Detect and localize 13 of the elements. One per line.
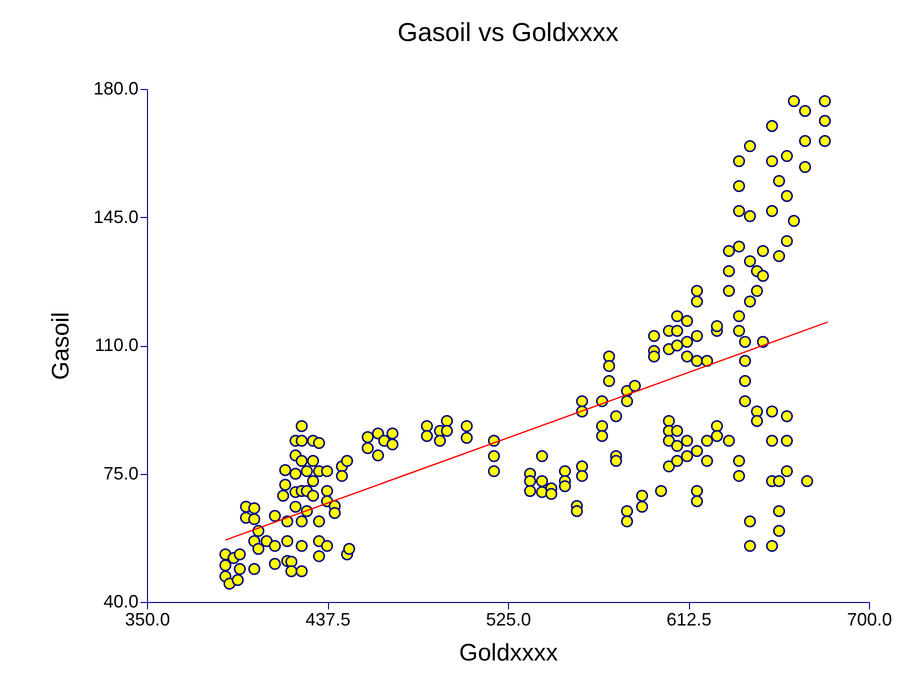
y-tick-label: 180.0 (93, 78, 138, 98)
y-tick-label: 110.0 (94, 335, 138, 355)
y-tick-label: 145.0 (93, 206, 138, 227)
x-tick-label: 612.5 (666, 610, 712, 630)
x-tick-label: 700.0 (846, 610, 892, 630)
x-axis-title: Goldxxxx (459, 640, 558, 666)
x-tick-label: 437.5 (305, 610, 351, 630)
x-tick-label: 350.0 (124, 610, 170, 630)
x-tick-label: 525.0 (486, 610, 532, 630)
chart-title: Gasoil vs Goldxxxx (397, 17, 619, 47)
y-tick-label: 75.0 (103, 463, 138, 484)
y-tick-label: 40.0 (103, 592, 138, 612)
y-axis-title: Gasoil (47, 312, 74, 380)
